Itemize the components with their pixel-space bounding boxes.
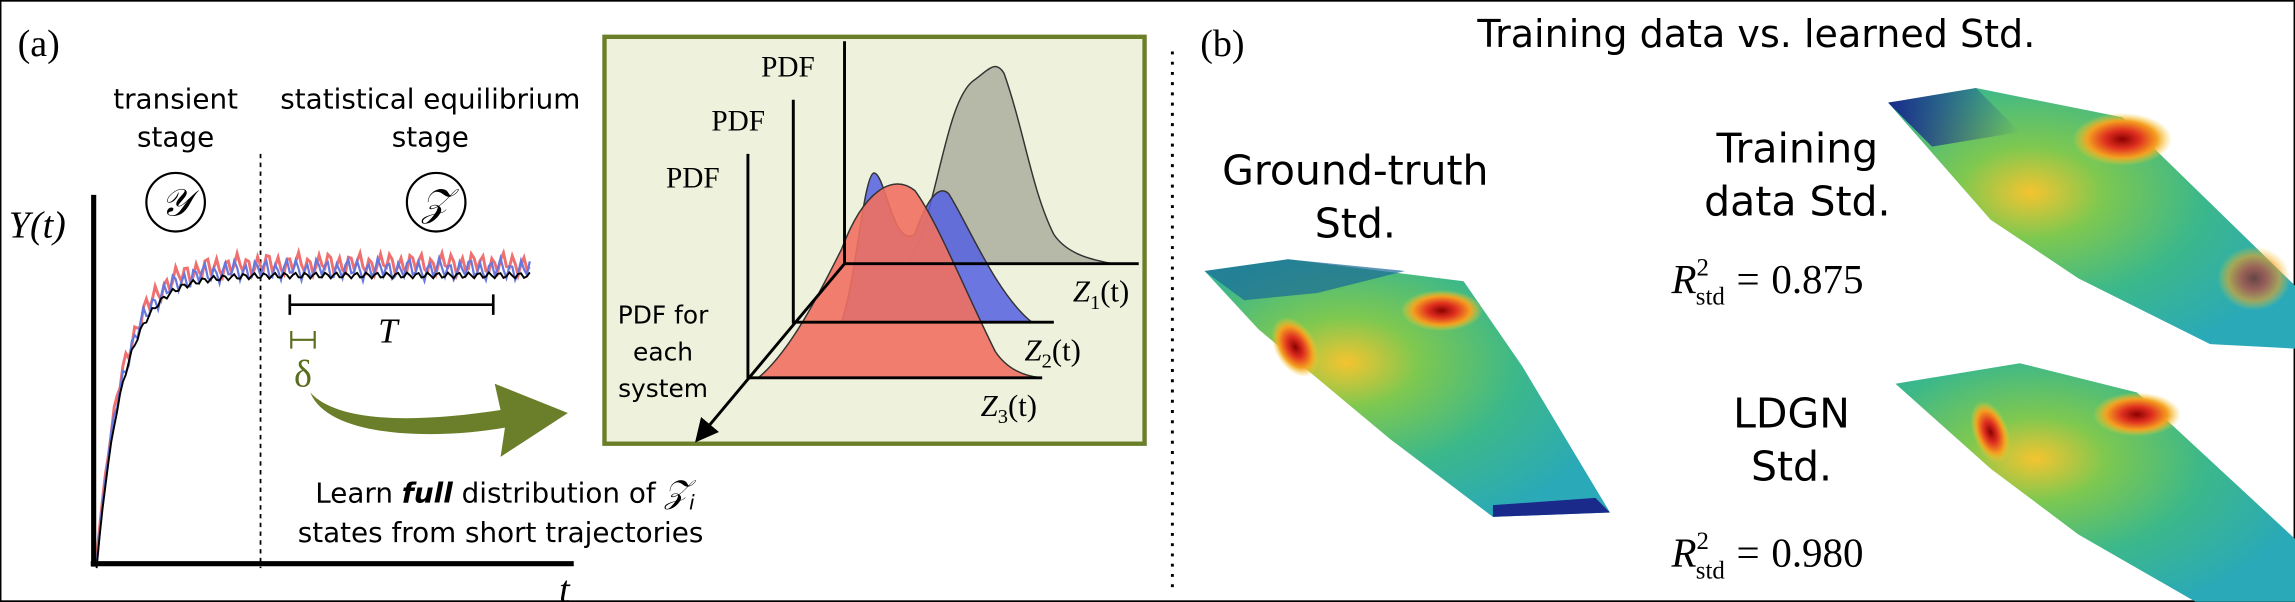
axis-name: Z <box>1025 333 1043 367</box>
axis-index: 1 <box>1090 292 1100 314</box>
axis-name: Z <box>1073 275 1091 309</box>
symbol-circle <box>405 171 467 233</box>
caption-part: i <box>689 491 695 515</box>
panel-b: (b) Training data vs. learned Std. Groun… <box>1200 12 2295 602</box>
y-axis-label: Y(t) <box>9 204 66 246</box>
axis-arg: (t) <box>1100 275 1129 309</box>
stage-label: transient <box>113 83 238 116</box>
metric-superscript: 2 <box>1697 254 1709 281</box>
flow-arrow <box>310 383 568 457</box>
metric-symbol: R <box>1670 530 1696 576</box>
stage-label: statistical equilibrium <box>280 83 580 116</box>
surface-title: LDGN <box>1733 390 1850 438</box>
stage-label: stage <box>392 121 469 154</box>
axis-name: Z <box>981 389 999 423</box>
stage-label: stage <box>137 121 214 154</box>
surface-title: Training <box>1716 125 1879 173</box>
training-surface <box>1888 88 2295 349</box>
metric-equals: = <box>1737 530 1760 576</box>
ground-truth-surface <box>1204 259 1611 517</box>
metric-value: 0.980 <box>1771 530 1863 576</box>
caption-part: distribution of <box>453 476 665 509</box>
axis-index: 3 <box>998 406 1008 428</box>
side-label: each <box>633 337 693 366</box>
axis-label: Z2(t) <box>1025 333 1081 372</box>
side-label: system <box>618 374 708 403</box>
panel-a: (a) transient stage statistical equilibr… <box>9 23 1147 602</box>
axis-index: 2 <box>1042 351 1052 373</box>
step-bracket <box>290 331 316 349</box>
metric-value: 0.875 <box>1771 256 1863 302</box>
metric-subscript: std <box>1696 557 1726 584</box>
pdf-label: PDF <box>761 51 815 83</box>
panel-title: Training data vs. learned Std. <box>1476 12 2035 56</box>
metric: R2 std = 0.980 <box>1670 528 1863 584</box>
caption-part: Learn <box>315 476 402 509</box>
metric-symbol: R <box>1670 256 1696 302</box>
caption-part: full <box>402 476 453 509</box>
metric-subscript: std <box>1696 284 1726 311</box>
metric: R2 std = 0.875 <box>1670 254 1863 310</box>
side-label: PDF for <box>618 301 709 330</box>
window-bracket <box>288 294 495 315</box>
axis-labels: Z1(t)Z2(t)Z3(t) <box>981 275 1130 428</box>
panel-label: (b) <box>1200 23 1244 65</box>
caption: Learn full distribution of 𝒵i <box>315 473 696 514</box>
metric-equals: = <box>1737 256 1760 302</box>
panel-label: (a) <box>18 23 60 65</box>
ldgn-surface <box>1895 363 2295 602</box>
surface-title: Ground-truth <box>1222 147 1488 195</box>
axis-arg: (t) <box>1008 389 1037 423</box>
axis-label: Z3(t) <box>981 389 1037 428</box>
system-axis <box>695 262 846 443</box>
metric-superscript: 2 <box>1697 528 1709 555</box>
symbol-circle <box>145 171 207 233</box>
surface-title: Std. <box>1315 199 1396 247</box>
surface-title: Std. <box>1751 442 1832 490</box>
step-label: δ <box>294 354 312 396</box>
pdf-label: PDF <box>711 105 765 137</box>
trajectories <box>95 246 531 569</box>
axis-label: Z1(t) <box>1073 275 1129 314</box>
trajectory <box>95 270 531 569</box>
surface-title: data Std. <box>1704 177 1890 225</box>
pdf-label: PDF <box>666 163 720 195</box>
window-label: T <box>378 312 400 351</box>
caption: states from short trajectories <box>298 516 704 549</box>
x-axis-label: t <box>559 569 571 602</box>
axis-arg: (t) <box>1052 333 1081 367</box>
